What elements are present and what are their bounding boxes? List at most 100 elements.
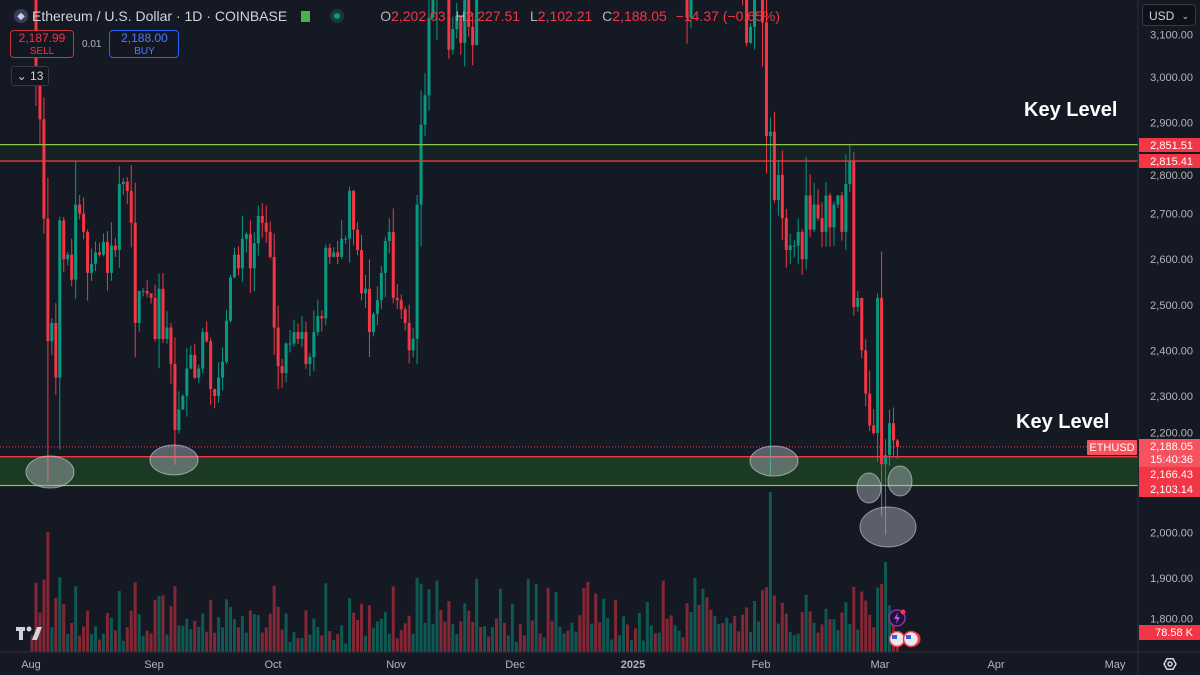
time-axis[interactable]: Aug Sep Oct Nov Dec 2025 Feb Mar Apr May: [21, 659, 1126, 671]
candle: [808, 173, 812, 238]
candle-body: [125, 181, 129, 191]
candle: [62, 216, 66, 273]
candle-body: [447, 0, 451, 50]
candle-body: [844, 184, 848, 232]
candle: [316, 299, 320, 336]
market-status-icon[interactable]: [330, 9, 345, 23]
volume-bar: [463, 603, 467, 652]
volume-bar: [487, 636, 491, 652]
candle: [296, 323, 300, 345]
volume-bar: [240, 616, 244, 652]
volume-bar: [733, 615, 737, 652]
volume-bar: [776, 623, 780, 652]
volume-bar: [518, 624, 522, 652]
price-tick-label: 2,200.00: [1150, 427, 1193, 439]
lightning-event-icon[interactable]: [888, 609, 906, 627]
candle: [371, 312, 375, 337]
candle: [213, 388, 217, 409]
volume-bar: [665, 618, 669, 652]
candle-body: [97, 252, 101, 255]
buy-button[interactable]: 2,188.00 BUY: [109, 30, 180, 58]
volume-bar: [812, 622, 816, 652]
candle-body: [137, 291, 141, 323]
volume-bar: [328, 631, 332, 652]
candle-body: [780, 174, 784, 219]
volume-bar: [201, 613, 205, 652]
candle-body: [471, 26, 475, 46]
volume-bar: [725, 617, 729, 652]
candle: [427, 0, 431, 111]
volume-bar: [459, 621, 463, 652]
volume-bar: [657, 632, 661, 652]
trade-panel: 2,187.99 SELL 0.01 2,188.00 BUY: [10, 30, 180, 58]
candle: [280, 358, 284, 388]
volume-bar: [367, 605, 371, 652]
volume-bar: [391, 586, 395, 652]
svg-text:2,815.41: 2,815.41: [1150, 156, 1193, 168]
candle-body: [145, 291, 149, 294]
candle-body: [225, 320, 229, 362]
volume-bar: [475, 578, 479, 652]
candle-body: [836, 195, 840, 205]
currency-select[interactable]: USD ⌄: [1142, 4, 1196, 26]
indicators-toggle[interactable]: ⌄ 13: [11, 66, 49, 86]
symbol-title[interactable]: Ethereum / U.S. Dollar · 1D · COINBASE: [32, 8, 288, 24]
candle-body: [360, 250, 364, 294]
volume-bar: [618, 635, 622, 652]
candle: [58, 216, 62, 450]
time-tick-label: Oct: [264, 659, 281, 671]
ethereum-icon: ◆: [14, 9, 28, 23]
us-economic-event-icon[interactable]: [888, 630, 921, 648]
candle-body: [113, 245, 117, 251]
candle: [689, 0, 693, 29]
volume-bar: [792, 635, 796, 652]
volume-bar: [109, 617, 113, 652]
volume-bar: [868, 614, 872, 652]
candle-body: [387, 231, 391, 241]
volume-bar: [431, 623, 435, 652]
spread-value: 0.01: [82, 38, 102, 50]
candle-body: [868, 393, 872, 426]
candle: [244, 232, 248, 253]
ohlc-values: O2,202.03 H2,227.51 L2,102.21 C2,188.05 …: [380, 8, 780, 24]
volume-bar: [570, 622, 574, 652]
volume-bar: [574, 631, 578, 652]
volume-bar: [669, 615, 673, 652]
candle: [137, 290, 141, 332]
candle: [149, 293, 153, 304]
candle: [276, 305, 280, 390]
candle: [86, 229, 90, 301]
candle: [840, 192, 844, 241]
price-axis[interactable]: 3,100.00 3,000.00 2,900.00 2,800.00 2,700.00…: [1150, 29, 1193, 625]
candle: [101, 233, 105, 257]
close-value: 2,188.05: [612, 8, 667, 24]
volume-bar: [502, 622, 506, 652]
candle: [768, 117, 772, 476]
volume-bar: [256, 615, 260, 652]
volume-bar: [280, 629, 284, 652]
flag-icon[interactable]: [301, 10, 311, 22]
volume-bar: [395, 638, 399, 652]
candle: [336, 240, 340, 264]
candle-body: [391, 231, 395, 298]
candle-body: [264, 222, 268, 232]
sell-button[interactable]: 2,187.99 SELL: [10, 30, 74, 58]
price-tick-label: 2,400.00: [1150, 345, 1193, 357]
settings-icon[interactable]: [1163, 658, 1177, 670]
candle: [455, 2, 459, 39]
volume-bar: [141, 635, 145, 652]
volume-bar: [629, 640, 633, 652]
candle-body: [288, 343, 292, 345]
volume-bar: [546, 587, 550, 652]
candle: [379, 266, 383, 309]
candle-body: [407, 322, 411, 351]
candle-body: [768, 131, 772, 137]
volume-bar: [133, 582, 137, 652]
volume-bar: [534, 583, 538, 652]
volume-bar: [880, 583, 884, 652]
candle: [411, 327, 415, 358]
volume-bar: [876, 587, 880, 652]
candle-body: [324, 247, 328, 319]
candle: [363, 275, 367, 309]
